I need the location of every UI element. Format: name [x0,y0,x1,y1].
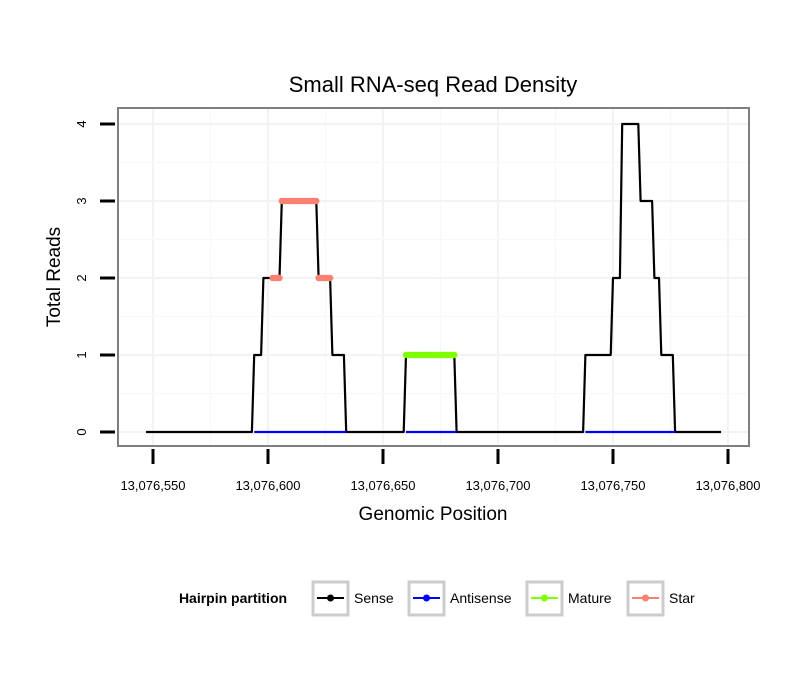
y-tick-label: 1 [74,351,89,358]
chart-title: Small RNA-seq Read Density [289,72,578,97]
legend-label-antisense: Antisense [450,590,512,606]
legend-title: Hairpin partition [179,590,287,606]
y-tick-label: 4 [74,120,89,127]
y-tick-label: 3 [74,197,89,204]
x-tick-label: 13,076,550 [120,478,185,493]
legend-point-sense [327,595,334,602]
series-point-star [276,275,282,281]
x-tick-label: 13,076,600 [235,478,300,493]
y-axis: 0 1 2 3 4 [74,120,115,435]
series-point-star [313,198,319,204]
series-point-star [327,275,333,281]
legend-point-mature [541,595,548,602]
legend-label-mature: Mature [568,590,612,606]
x-tick-label: 13,076,700 [465,478,530,493]
x-tick-label: 13,076,650 [350,478,415,493]
legend: Hairpin partition Sense Antisense Mature St… [179,582,695,615]
y-axis-title: Total Reads [44,227,65,327]
read-density-chart: Small RNA-seq Read Density 13,076,550 13,… [0,0,810,690]
legend-point-star [642,595,649,602]
y-tick-label: 2 [74,274,89,281]
legend-point-antisense [423,595,430,602]
x-tick-label: 13,076,750 [580,478,645,493]
x-axis: 13,076,550 13,076,600 13,076,650 13,076,700… [120,449,760,493]
x-tick-label: 13,076,800 [695,478,760,493]
legend-label-star: Star [669,590,695,606]
x-axis-title: Genomic Position [359,504,508,525]
series-point-mature [451,352,457,358]
y-tick-label: 0 [74,428,89,435]
legend-label-sense: Sense [354,590,394,606]
